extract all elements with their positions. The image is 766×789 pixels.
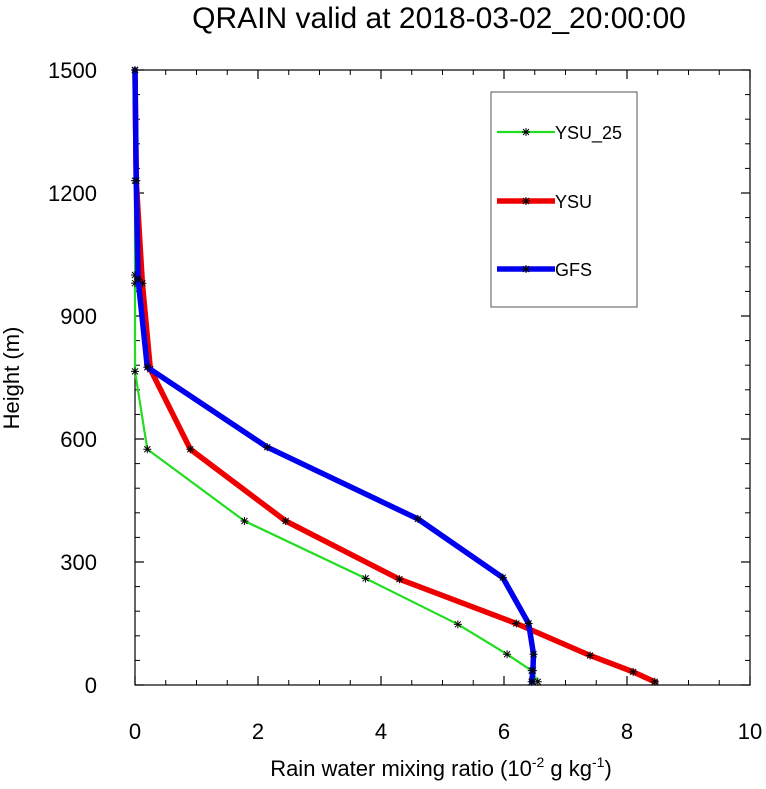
- data-point-gfs: [131, 66, 139, 74]
- y-axis-label: Height (m): [0, 327, 24, 430]
- data-point-ysu-25: [361, 574, 370, 583]
- x-axis-label-suffix: ): [604, 756, 611, 781]
- marker-stroke: [454, 620, 462, 628]
- legend-marker-gfs: [522, 265, 530, 273]
- plot-area: 0 2 4 6 8 10 0 300 600 900 1200 1500 YSU_25 YSU GFS: [48, 58, 762, 744]
- data-point-gfs: [524, 619, 533, 628]
- marker-stroke: [396, 575, 403, 583]
- x-axis-label-mid: g kg: [544, 756, 592, 781]
- legend-label-gfs: GFS: [555, 260, 592, 280]
- legend-label-ysu-25: YSU_25: [555, 123, 622, 144]
- marker-stroke: [132, 177, 140, 185]
- marker-stroke: [522, 197, 530, 205]
- marker-stroke: [525, 620, 532, 627]
- marker-stroke: [241, 517, 248, 525]
- x-tick-label: 10: [738, 719, 762, 744]
- data-point-gfs: [527, 677, 536, 686]
- marker-stroke: [530, 650, 537, 658]
- data-point-ysu-25: [131, 367, 139, 376]
- x-tick-label: 0: [129, 719, 141, 744]
- x-tick-label: 4: [375, 719, 387, 744]
- data-point-ysu: [650, 677, 659, 686]
- data-point-ysu: [512, 619, 521, 628]
- x-axis-label-prefix: Rain water mixing ratio (10: [270, 756, 532, 781]
- marker-stroke: [131, 66, 139, 74]
- legend-marker-ysu-25: [522, 128, 530, 136]
- marker-stroke: [143, 363, 151, 371]
- marker-stroke: [529, 667, 537, 675]
- data-point-gfs: [528, 666, 537, 675]
- marker-stroke: [651, 678, 659, 686]
- marker-stroke: [522, 265, 530, 273]
- chart-title: QRAIN valid at 2018-03-02_20:00:00: [192, 2, 686, 35]
- x-tick-label: 8: [621, 719, 633, 744]
- y-tick-label: 1500: [48, 58, 97, 83]
- marker-stroke: [586, 652, 594, 659]
- data-point-ysu-25: [240, 517, 249, 525]
- series-line-ysu-25: [133, 68, 539, 683]
- x-tick-label: 2: [252, 719, 264, 744]
- data-point-ysu: [629, 667, 638, 676]
- marker-stroke: [134, 275, 142, 283]
- data-point-ysu: [586, 651, 595, 660]
- marker-stroke: [534, 678, 542, 686]
- data-point-gfs: [143, 363, 152, 372]
- data-point-ysu: [186, 445, 195, 454]
- marker-stroke: [362, 575, 369, 582]
- marker-stroke: [528, 678, 536, 686]
- x-tick-label: 6: [498, 719, 510, 744]
- data-point-ysu-25: [503, 650, 512, 659]
- marker-stroke: [186, 445, 194, 453]
- x-axis-label: Rain water mixing ratio (10-2 g kg-1): [270, 754, 612, 781]
- data-point-gfs: [413, 514, 422, 523]
- data-point-ysu-25: [453, 620, 462, 629]
- data-point-gfs: [134, 275, 143, 284]
- x-axis-label-exp2: -1: [592, 754, 605, 770]
- marker-stroke: [522, 128, 530, 136]
- y-tick-label: 300: [60, 550, 97, 575]
- y-tick-label: 0: [85, 673, 97, 698]
- marker-stroke: [629, 668, 637, 676]
- data-point-gfs: [263, 443, 272, 452]
- data-point-gfs: [529, 650, 538, 659]
- marker-stroke: [512, 620, 520, 627]
- marker-stroke: [414, 515, 422, 523]
- x-axis-label-exp1: -2: [532, 754, 545, 770]
- marker-stroke: [263, 443, 271, 451]
- legend-marker-ysu: [522, 197, 530, 205]
- marker-stroke: [499, 574, 507, 581]
- marker-stroke: [143, 445, 151, 453]
- data-point-ysu-25: [143, 445, 152, 454]
- legend-label-ysu: YSU: [555, 192, 592, 212]
- data-point-ysu: [395, 575, 404, 584]
- data-point-ysu: [281, 517, 290, 525]
- y-tick-label: 1200: [48, 181, 97, 206]
- marker-stroke: [503, 650, 511, 658]
- y-tick-label: 600: [60, 427, 97, 452]
- marker-stroke: [282, 517, 290, 525]
- data-point-gfs: [498, 573, 507, 582]
- series-line-gfs: [132, 67, 537, 685]
- y-tick-label: 900: [60, 304, 97, 329]
- data-point-gfs: [132, 176, 141, 185]
- marker-stroke: [131, 367, 139, 375]
